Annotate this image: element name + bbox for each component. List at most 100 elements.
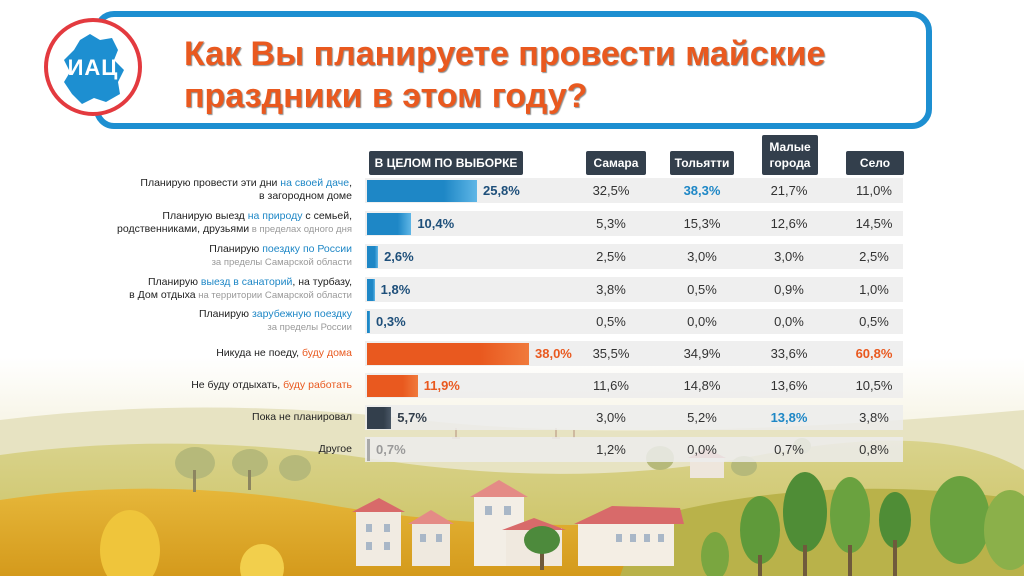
- row-label-highlight: выезд в санаторий: [200, 276, 293, 288]
- cell-tolyatti: 38,3%: [683, 183, 721, 198]
- bar: [367, 246, 379, 268]
- row-label-text: ,: [349, 177, 352, 189]
- cell-small-towns: 21,7%: [770, 183, 808, 198]
- cell-samara: 3,0%: [596, 410, 626, 425]
- row-label-subtext: на территории Самарской области: [195, 290, 352, 301]
- row-label-text: Пока не планировал: [252, 411, 352, 423]
- table-row: [365, 437, 903, 462]
- bar: [367, 375, 418, 397]
- row-label: Планирую провести эти дни на своей даче,…: [52, 177, 352, 203]
- table-row: [365, 373, 903, 398]
- cell-village: 14,5%: [855, 216, 893, 231]
- table-row: [365, 244, 903, 269]
- bar: [367, 439, 370, 461]
- row-label-subtext: за пределы России: [267, 322, 352, 333]
- bar-value-label: 2,6%: [384, 249, 414, 264]
- cell-tolyatti: 0,0%: [687, 442, 717, 457]
- cell-small-towns: 13,6%: [770, 378, 808, 393]
- row-label: Планирую выезд на природу с семьей, родст…: [52, 210, 352, 236]
- row-label-text: Планирую: [147, 276, 201, 288]
- row-label-text: в Дом отдыха: [129, 289, 196, 301]
- bar: [367, 213, 412, 235]
- row-label-line: в Дом отдыха на территории Самарской обл…: [52, 289, 352, 302]
- cell-tolyatti: 5,2%: [687, 410, 717, 425]
- row-label-line: за пределы Самарской области: [52, 256, 352, 269]
- row-label-text: Планирую: [209, 243, 263, 255]
- cell-small-towns: 33,6%: [770, 346, 808, 361]
- cell-samara: 35,5%: [592, 346, 630, 361]
- cell-village: 1,0%: [859, 282, 889, 297]
- table-row: [365, 405, 903, 430]
- row-label-highlight: зарубежную поездку: [251, 308, 352, 320]
- row-label-subtext: за пределы Самарской области: [211, 257, 352, 268]
- row-label-line: Планирую зарубежную поездку: [52, 308, 352, 321]
- cell-small-towns: 0,0%: [774, 314, 804, 329]
- bar-value-label: 11,9%: [423, 378, 460, 393]
- cell-village: 10,5%: [855, 378, 893, 393]
- cell-small-towns: 3,0%: [774, 249, 804, 264]
- row-label-highlight: на природу: [247, 210, 303, 222]
- region-map-icon: [64, 34, 124, 104]
- bar: [367, 343, 529, 365]
- row-label-highlight: буду работать: [283, 379, 352, 391]
- bar-value-label: 1,8%: [380, 282, 411, 297]
- cell-samara: 32,5%: [592, 183, 630, 198]
- row-label-line: Не буду отдыхать, буду работать: [52, 379, 352, 392]
- cell-tolyatti: 0,5%: [687, 282, 717, 297]
- row-label-line: Планирую выезд в санаторий, на турбазу,: [52, 276, 352, 289]
- row-label-text: родственниками, друзьями: [117, 223, 250, 235]
- bar-value-label: 38,0%: [535, 346, 572, 361]
- row-label-line: Планирую поездку по России: [52, 243, 352, 256]
- row-label-text: Планирую: [199, 308, 252, 320]
- column-header-small-towns: Малые города: [762, 135, 818, 175]
- table-row: [365, 211, 903, 236]
- column-header-tolyatti: Тольятти: [670, 151, 734, 175]
- row-label: Не буду отдыхать, буду работать: [52, 379, 352, 392]
- cell-samara: 0,5%: [596, 314, 626, 329]
- bar-value-label: 5,7%: [397, 410, 427, 425]
- cell-village: 3,8%: [859, 410, 889, 425]
- iac-logo: ИАЦ: [44, 18, 142, 116]
- bar-value-label: 10,4%: [417, 216, 455, 231]
- row-label: Планирую зарубежную поездку за пределы Ро…: [52, 308, 352, 334]
- table-row: [365, 309, 903, 334]
- bar: [367, 311, 370, 333]
- row-label-highlight: на своей даче: [280, 177, 350, 189]
- cell-small-towns: 0,9%: [774, 282, 804, 297]
- cell-tolyatti: 3,0%: [687, 249, 717, 264]
- bar: [367, 279, 375, 301]
- bar: [367, 407, 392, 429]
- cell-village: 60,8%: [855, 346, 893, 361]
- cell-small-towns: 12,6%: [770, 216, 808, 231]
- cell-tolyatti: 0,0%: [687, 314, 717, 329]
- row-label-highlight: поездку по России: [262, 243, 352, 255]
- cell-small-towns: 13,8%: [770, 410, 808, 425]
- page-title: Как Вы планируете провести майские празд…: [184, 35, 826, 115]
- cell-samara: 3,8%: [596, 282, 626, 297]
- row-label-line: в загородном доме: [52, 190, 352, 203]
- cell-tolyatti: 14,8%: [683, 378, 721, 393]
- cell-village: 0,8%: [859, 442, 889, 457]
- cell-small-towns: 0,7%: [774, 442, 804, 457]
- row-label-text: с семьей,: [302, 210, 352, 222]
- cell-samara: 5,3%: [596, 216, 626, 231]
- row-label-line: Планирую выезд на природу с семьей,: [52, 210, 352, 223]
- row-label: Планирую выезд в санаторий, на турбазу, в…: [52, 276, 352, 302]
- row-label-text: Планирую выезд: [162, 210, 248, 222]
- cell-samara: 11,6%: [593, 378, 629, 393]
- bar-value-label: 0,3%: [376, 314, 406, 329]
- row-label: Планирую поездку по России за пределы Сам…: [52, 243, 352, 269]
- row-label-line: Никуда не поеду, буду дома: [52, 347, 352, 360]
- cell-village: 11,0%: [856, 183, 892, 198]
- row-label-line: Планирую провести эти дни на своей даче,: [52, 177, 352, 190]
- row-label-subtext: в пределах одного дня: [249, 224, 352, 235]
- bar-value-label: 25,8%: [482, 183, 520, 198]
- title-frame: Как Вы планируете провести майские празд…: [94, 11, 932, 129]
- row-label-text: , на турбазу,: [292, 276, 352, 288]
- bar-value-label: 0,7%: [376, 442, 406, 457]
- row-label: Другое: [52, 443, 352, 456]
- cell-tolyatti: 15,3%: [683, 216, 721, 231]
- row-label-text: Планирую провести эти дни: [140, 177, 281, 189]
- cell-samara: 2,5%: [596, 249, 626, 264]
- column-header-small-towns-label: Малые города: [769, 140, 811, 170]
